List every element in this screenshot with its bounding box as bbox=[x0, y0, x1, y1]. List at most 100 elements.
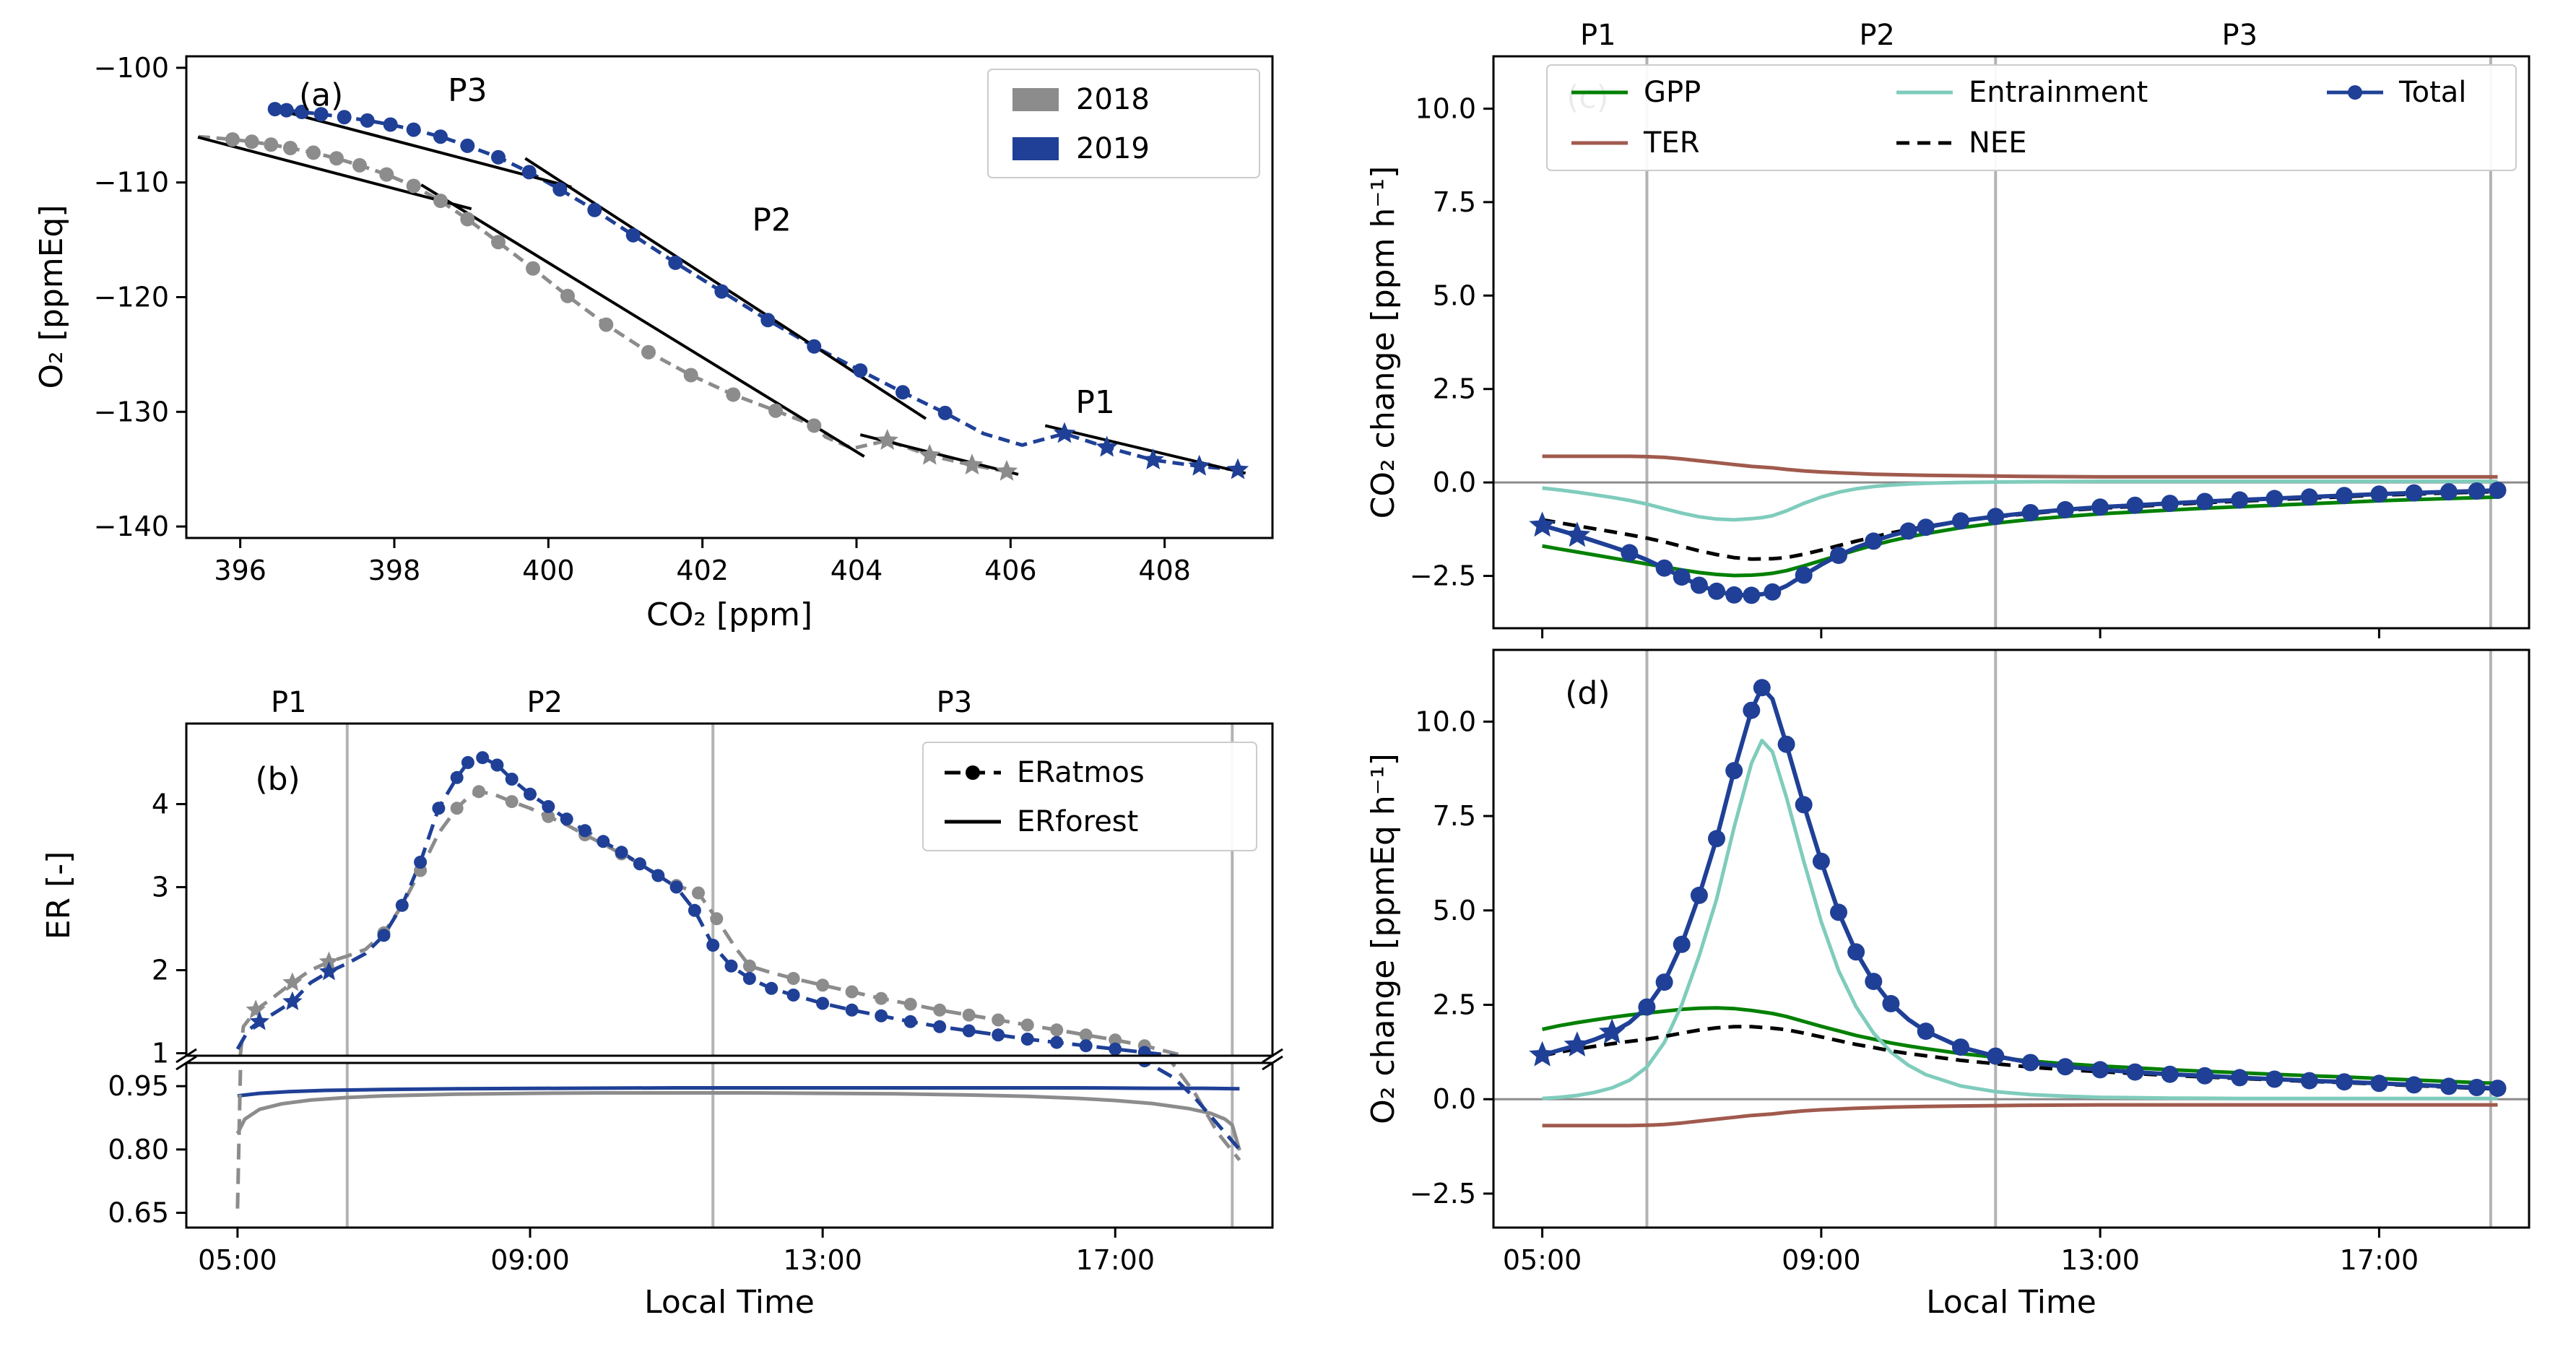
marker-star bbox=[1598, 1018, 1626, 1044]
y-tick-label: 5.0 bbox=[1433, 279, 1476, 311]
marker-dot bbox=[807, 339, 822, 354]
marker-dot bbox=[668, 255, 683, 270]
marker-dot bbox=[963, 864, 976, 877]
marker-dot bbox=[846, 746, 859, 759]
marker-dot bbox=[313, 107, 329, 122]
annotation: (d) bbox=[1565, 675, 1610, 712]
marker-dot bbox=[683, 368, 698, 383]
marker-dot bbox=[2021, 504, 2039, 521]
marker-dot bbox=[765, 981, 779, 995]
marker-dot bbox=[450, 802, 464, 815]
axis-break-mark bbox=[1262, 1048, 1283, 1064]
marker-dot bbox=[597, 835, 610, 848]
legend-label: 2019 bbox=[1076, 132, 1150, 165]
marker-dot bbox=[2056, 1058, 2074, 1076]
marker-dot bbox=[1777, 735, 1795, 753]
marker-dot bbox=[903, 997, 917, 1011]
marker-dot bbox=[768, 403, 783, 418]
axes-frame bbox=[1492, 55, 2531, 630]
marker-dot bbox=[2126, 1063, 2144, 1081]
marker-dot bbox=[1812, 852, 1830, 870]
marker-dot bbox=[378, 459, 391, 472]
marker-dot bbox=[1795, 566, 1813, 584]
y-tick-label: 3 bbox=[152, 872, 169, 903]
legend-marker bbox=[2348, 85, 2362, 100]
legend-swatch bbox=[1012, 88, 1059, 111]
marker-dot bbox=[1743, 701, 1761, 719]
marker-dot bbox=[1795, 796, 1813, 814]
marker-dot bbox=[692, 244, 705, 257]
marker-dot bbox=[933, 924, 946, 937]
panel-d: 05:00 09:00 13:00 17:00 −2.5 0.0 2.5 5.0 7.5 10.0… bbox=[1365, 648, 2531, 1321]
marker-dot bbox=[2300, 1072, 2318, 1090]
marker-dot bbox=[992, 1028, 1005, 1042]
marker-dot bbox=[1882, 994, 1900, 1012]
marker-dot bbox=[2489, 1080, 2507, 1098]
marker-dot bbox=[2021, 1054, 2039, 1072]
marker-dot bbox=[633, 96, 646, 109]
marker-dot bbox=[625, 227, 641, 243]
marker-dot bbox=[1621, 544, 1639, 562]
marker-dot bbox=[2196, 492, 2213, 511]
marker-dot bbox=[505, 773, 519, 786]
marker-dot bbox=[853, 363, 868, 378]
marker-dot bbox=[587, 202, 602, 217]
y-axis-label: CO₂ change [ppm h⁻¹] bbox=[1365, 166, 1402, 519]
marker-dot bbox=[724, 959, 738, 973]
marker-dot bbox=[1673, 568, 1691, 586]
x-tick-label: 402 bbox=[676, 555, 729, 586]
axis-break-mark bbox=[175, 1055, 197, 1071]
marker-dot bbox=[992, 890, 1005, 903]
marker-dot bbox=[378, 446, 391, 459]
marker-dot bbox=[1725, 762, 1743, 780]
marker-dot bbox=[1050, 1035, 1064, 1049]
marker-dot bbox=[244, 134, 259, 149]
marker-dot bbox=[1847, 943, 1865, 961]
marker-dot bbox=[542, 809, 555, 823]
series-entrainment bbox=[1542, 479, 2498, 522]
marker-star bbox=[919, 443, 941, 465]
x-tick-label: 13:00 bbox=[783, 1244, 862, 1276]
marker-dot bbox=[2468, 1079, 2486, 1096]
axis-break-mark bbox=[175, 1048, 197, 1064]
marker-dot bbox=[1638, 998, 1656, 1016]
panel-b: 1 2 3 4 P1 P2 P3 (b) 05:00 09:00 13:00 17:00 0.65 0.8… bbox=[40, 96, 1283, 1321]
marker-star bbox=[1226, 458, 1249, 479]
annotation: P2 bbox=[752, 202, 792, 239]
marker-star bbox=[876, 429, 898, 450]
marker-dot bbox=[2489, 482, 2507, 499]
y-axis-label: O₂ [ppmEq] bbox=[33, 204, 70, 388]
legend-label: ERatmos bbox=[1017, 756, 1145, 789]
marker-dot bbox=[1753, 679, 1771, 697]
series-total bbox=[1541, 685, 2498, 1091]
marker-dot bbox=[490, 758, 504, 772]
marker-dot bbox=[1690, 886, 1708, 904]
marker-dot bbox=[1952, 512, 1969, 530]
marker-dot bbox=[377, 929, 391, 942]
marker-dot bbox=[2265, 1070, 2284, 1088]
marker-star bbox=[1188, 454, 1210, 476]
marker-dot bbox=[1655, 973, 1673, 991]
marker-dot bbox=[787, 763, 800, 776]
x-tick-label: 398 bbox=[368, 555, 421, 586]
marker-dot bbox=[1109, 1033, 1122, 1047]
marker-star bbox=[1529, 511, 1556, 537]
marker-dot bbox=[560, 288, 575, 303]
legend-box bbox=[922, 742, 1257, 851]
x-tick-label: 09:00 bbox=[490, 1244, 570, 1276]
marker-dot bbox=[760, 313, 776, 328]
marker-dot bbox=[816, 805, 829, 818]
marker-star bbox=[1053, 422, 1076, 443]
marker-star bbox=[318, 961, 339, 981]
marker-dot bbox=[875, 1009, 888, 1022]
marker-dot bbox=[670, 214, 683, 227]
marker-dot bbox=[933, 1020, 947, 1033]
marker-dot bbox=[267, 102, 282, 117]
marker-dot bbox=[2405, 1076, 2423, 1094]
marker-dot bbox=[962, 1008, 976, 1022]
marker-dot bbox=[329, 151, 344, 166]
marker-dot bbox=[2126, 496, 2144, 514]
marker-dot bbox=[1764, 583, 1782, 601]
marker-dot bbox=[599, 317, 614, 332]
